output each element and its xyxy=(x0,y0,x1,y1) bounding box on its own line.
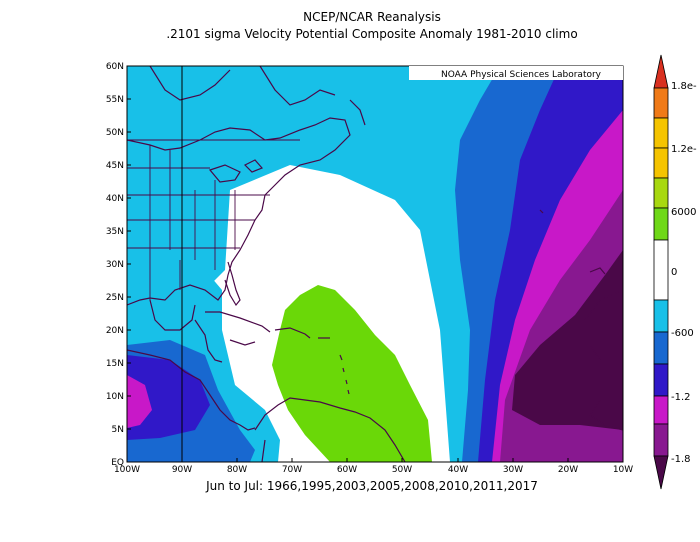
lon-label: 70W xyxy=(282,465,302,475)
colorbar-cell xyxy=(653,147,669,179)
colorbar-label: 1.2e- xyxy=(671,144,697,155)
lat-label: 15N xyxy=(106,359,124,369)
colorbar-label: 6000 xyxy=(671,207,696,218)
lon-label: 40W xyxy=(448,465,468,475)
lon-label: 30W xyxy=(503,465,523,475)
lon-axis: 100W 90W 80W 70W 60W 50W 40W 30W 20W 10W xyxy=(114,465,633,475)
colorbar-cell xyxy=(653,207,669,241)
contour-magenta-west xyxy=(127,375,152,428)
colorbar-cell xyxy=(653,87,669,119)
lat-axis: EQ 5N 10N 15N 20N 25N 30N 35N 40N 45N 50… xyxy=(106,62,124,468)
colorbar-cell xyxy=(653,299,669,333)
contour-green xyxy=(272,285,432,462)
lat-label: 40N xyxy=(106,194,124,204)
political-boundaries xyxy=(127,139,300,300)
lon-label: 50W xyxy=(392,465,412,475)
colorbar-cell xyxy=(653,423,669,457)
lon-label: 60W xyxy=(337,465,357,475)
lat-label: 5N xyxy=(112,425,124,435)
lat-label: 60N xyxy=(106,62,124,72)
lon-label: 20W xyxy=(558,465,578,475)
colorbar-label: 0 xyxy=(671,267,677,278)
colorbar xyxy=(653,54,669,490)
colorbar-cell xyxy=(653,177,669,209)
lon-label: 80W xyxy=(227,465,247,475)
anomaly-shading xyxy=(127,66,623,462)
lat-label: 25N xyxy=(106,293,124,303)
lon-ticks xyxy=(181,458,569,462)
lat-label: 20N xyxy=(106,326,124,336)
colorbar-label: 1.8e- xyxy=(671,81,697,92)
coastlines xyxy=(127,66,623,462)
lon-label: 100W xyxy=(114,465,140,475)
colorbar-labels: 1.8e- 1.2e- 6000 0 -600 -1.2 -1.8 xyxy=(671,81,697,465)
lat-label: 55N xyxy=(106,95,124,105)
colorbar-cell xyxy=(653,117,669,149)
map-title: NCEP/NCAR Reanalysis xyxy=(303,10,441,24)
colorbar-cell xyxy=(653,239,669,301)
lat-label: 30N xyxy=(106,260,124,270)
colorbar-top-arrow xyxy=(653,54,669,89)
colorbar-bottom-arrow xyxy=(653,455,669,490)
lat-label: 45N xyxy=(106,161,124,171)
lat-label: 10N xyxy=(106,392,124,402)
credit-box xyxy=(409,66,623,80)
colorbar-label: -1.2 xyxy=(671,392,691,403)
lat-label: 50N xyxy=(106,128,124,138)
credit-label: NOAA Physical Sciences Laboratory xyxy=(441,70,602,80)
lon-label: 90W xyxy=(172,465,192,475)
lat-label: 35N xyxy=(106,227,124,237)
lat-ticks xyxy=(127,98,131,463)
map-footer: Jun to Jul: 1966,1995,2003,2005,2008,201… xyxy=(206,479,538,493)
colorbar-label: -1.8 xyxy=(671,454,691,465)
contour-dark-purple-east xyxy=(512,250,623,430)
colorbar-cell xyxy=(653,395,669,425)
lat-label: EQ xyxy=(111,458,124,468)
lon-label: 10W xyxy=(613,465,633,475)
map-subtitle: .2101 sigma Velocity Potential Composite… xyxy=(166,27,578,41)
colorbar-cell xyxy=(653,331,669,365)
colorbar-label: -600 xyxy=(671,328,694,339)
contour-dark-blue-west xyxy=(127,355,210,440)
colorbar-cell xyxy=(653,363,669,397)
